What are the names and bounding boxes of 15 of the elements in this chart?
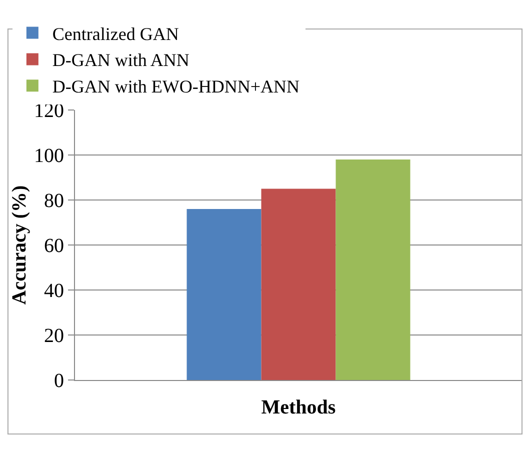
- bar: [186, 209, 262, 380]
- x-axis-title: Methods: [261, 396, 336, 418]
- y-tick-label: 120: [34, 100, 64, 122]
- bar: [261, 188, 336, 380]
- y-tick-label: 80: [44, 190, 64, 212]
- legend-label: D-GAN with ANN: [52, 50, 190, 70]
- y-tick-label: 40: [44, 280, 64, 302]
- legend-label: Centralized GAN: [52, 24, 179, 44]
- y-tick-label: 0: [54, 370, 64, 392]
- y-axis-title: Accuracy (%): [8, 185, 30, 305]
- y-tick-label: 20: [44, 325, 64, 347]
- legend-label: D-GAN with EWO-HDNN+ANN: [52, 76, 300, 97]
- y-tick-label: 100: [34, 145, 64, 167]
- y-tick-label: 60: [44, 235, 64, 257]
- bar: [336, 160, 410, 380]
